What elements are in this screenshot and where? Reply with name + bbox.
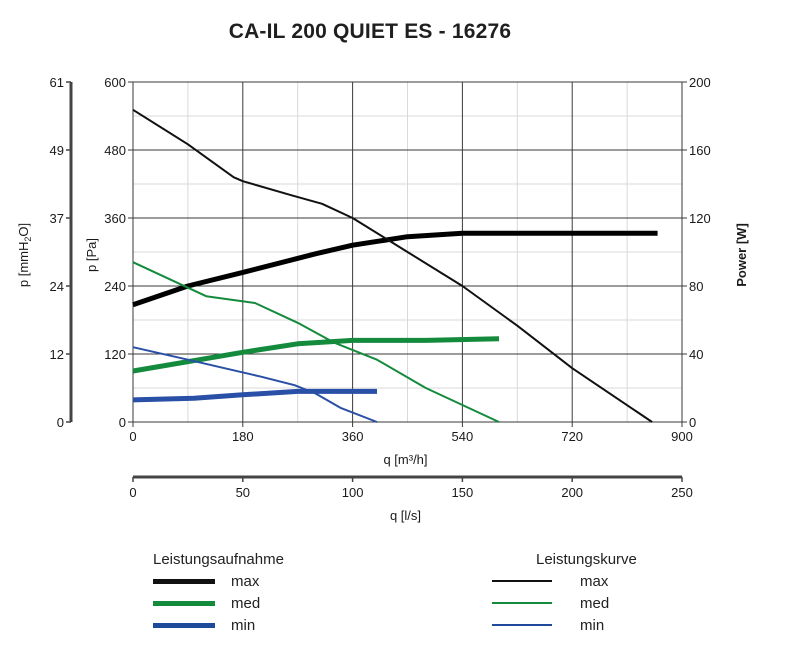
svg-text:q [l/s]: q [l/s]	[390, 508, 421, 523]
legend-item-max: max	[492, 570, 637, 592]
svg-text:120: 120	[104, 347, 126, 362]
svg-text:0: 0	[129, 485, 136, 500]
svg-text:150: 150	[452, 485, 474, 500]
legend-swatch	[153, 600, 215, 606]
legend-item-max: max	[153, 570, 284, 592]
svg-text:p [mmH2O]: p [mmH2O]	[16, 223, 33, 287]
svg-text:49: 49	[50, 143, 64, 158]
series-layer	[132, 108, 658, 423]
fan-performance-chart: 0 120 240 360 480 600 p [Pa] 0 12 24 37 49 61 p [mmH2…	[16, 75, 749, 523]
minor-grid	[133, 82, 682, 422]
svg-text:0: 0	[689, 415, 696, 430]
svg-text:200: 200	[689, 75, 711, 90]
svg-text:0: 0	[129, 429, 136, 444]
legend-performance-curve: Leistungskurve max med min	[492, 551, 637, 636]
svg-text:600: 600	[104, 75, 126, 90]
series-leistungsaufnahme-min	[132, 388, 377, 403]
legend-swatch	[492, 580, 552, 582]
svg-text:61: 61	[50, 75, 64, 90]
svg-text:0: 0	[57, 415, 64, 430]
series-leistungsaufnahme-max	[132, 230, 658, 308]
svg-text:200: 200	[561, 485, 583, 500]
svg-text:120: 120	[689, 211, 711, 226]
legend-item-min: min	[153, 614, 284, 636]
legend-swatch	[492, 602, 552, 604]
svg-text:80: 80	[689, 279, 703, 294]
chart-title: CA-IL 200 QUIET ES - 16276	[228, 20, 512, 43]
svg-text:360: 360	[104, 211, 126, 226]
legend-swatch	[492, 624, 552, 626]
svg-text:12: 12	[50, 347, 64, 362]
svg-text:p [Pa]: p [Pa]	[84, 238, 99, 272]
legend-item-med: med	[153, 592, 284, 614]
legend-swatch	[153, 622, 215, 628]
legend-swatch	[153, 578, 215, 584]
legend-item-min: min	[492, 614, 637, 636]
svg-text:240: 240	[104, 279, 126, 294]
series-leistungskurve-med	[132, 261, 500, 423]
legend-title: Leistungsaufnahme	[153, 551, 284, 568]
svg-text:q [m³/h]: q [m³/h]	[383, 452, 427, 467]
svg-text:480: 480	[104, 143, 126, 158]
legend-power-consumption: Leistungsaufnahme max med min	[153, 551, 284, 636]
svg-text:720: 720	[561, 429, 583, 444]
svg-text:50: 50	[236, 485, 250, 500]
legend-title: Leistungskurve	[536, 551, 637, 568]
series-leistungskurve-min	[132, 346, 378, 423]
series-leistungsaufnahme-med	[132, 336, 500, 374]
svg-text:250: 250	[671, 485, 693, 500]
legend-item-med: med	[492, 592, 637, 614]
svg-text:100: 100	[342, 485, 364, 500]
svg-text:Power [W]: Power [W]	[734, 223, 749, 287]
svg-text:40: 40	[689, 347, 703, 362]
axes-layer: 0 120 240 360 480 600 p [Pa] 0 12 24 37 49 61 p [mmH2…	[16, 75, 749, 523]
svg-text:900: 900	[671, 429, 693, 444]
svg-text:37: 37	[50, 211, 64, 226]
svg-text:180: 180	[232, 429, 254, 444]
svg-text:540: 540	[452, 429, 474, 444]
series-leistungskurve-max	[132, 108, 653, 423]
svg-text:24: 24	[50, 279, 64, 294]
svg-text:360: 360	[342, 429, 364, 444]
svg-text:0: 0	[119, 415, 126, 430]
svg-text:160: 160	[689, 143, 711, 158]
